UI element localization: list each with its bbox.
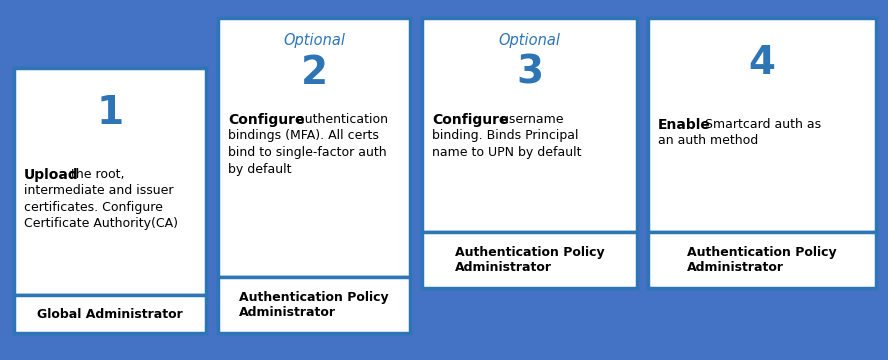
Text: bindings (MFA). All certs: bindings (MFA). All certs [228,130,379,143]
Text: Configure: Configure [228,113,305,127]
Text: certificates. Configure: certificates. Configure [24,201,163,214]
Text: 2: 2 [300,54,328,92]
Text: Authentication Policy
Administrator: Authentication Policy Administrator [687,246,836,274]
Text: Global Administrator: Global Administrator [37,307,183,320]
Bar [422,18,637,232]
Bar [218,18,410,277]
Text: Smartcard auth as: Smartcard auth as [702,118,821,131]
Bar [648,18,876,232]
Text: 4: 4 [749,44,775,82]
Text: username: username [496,113,563,126]
Bar [14,295,206,333]
Bar [648,232,876,288]
Text: an auth method: an auth method [658,135,758,148]
Text: name to UPN by default: name to UPN by default [432,146,582,159]
Text: Optional: Optional [498,32,560,48]
Text: binding. Binds Principal: binding. Binds Principal [432,130,578,143]
Bar [14,68,206,295]
Bar [422,232,637,288]
Text: Upload: Upload [24,168,79,182]
Text: Authentication Policy
Administrator: Authentication Policy Administrator [239,291,389,319]
Text: intermediate and issuer: intermediate and issuer [24,184,173,198]
Text: the root,: the root, [67,168,124,181]
Bar [218,277,410,333]
Text: Optional: Optional [283,32,345,48]
Text: Configure: Configure [432,113,509,127]
Text: Enable: Enable [658,118,711,132]
Text: bind to single-factor auth: bind to single-factor auth [228,146,386,159]
Text: authentication: authentication [293,113,388,126]
Text: 3: 3 [516,54,543,92]
Text: 1: 1 [97,94,123,132]
Text: Certificate Authority(CA): Certificate Authority(CA) [24,217,178,230]
Text: by default: by default [228,162,291,175]
Text: Authentication Policy
Administrator: Authentication Policy Administrator [455,246,605,274]
